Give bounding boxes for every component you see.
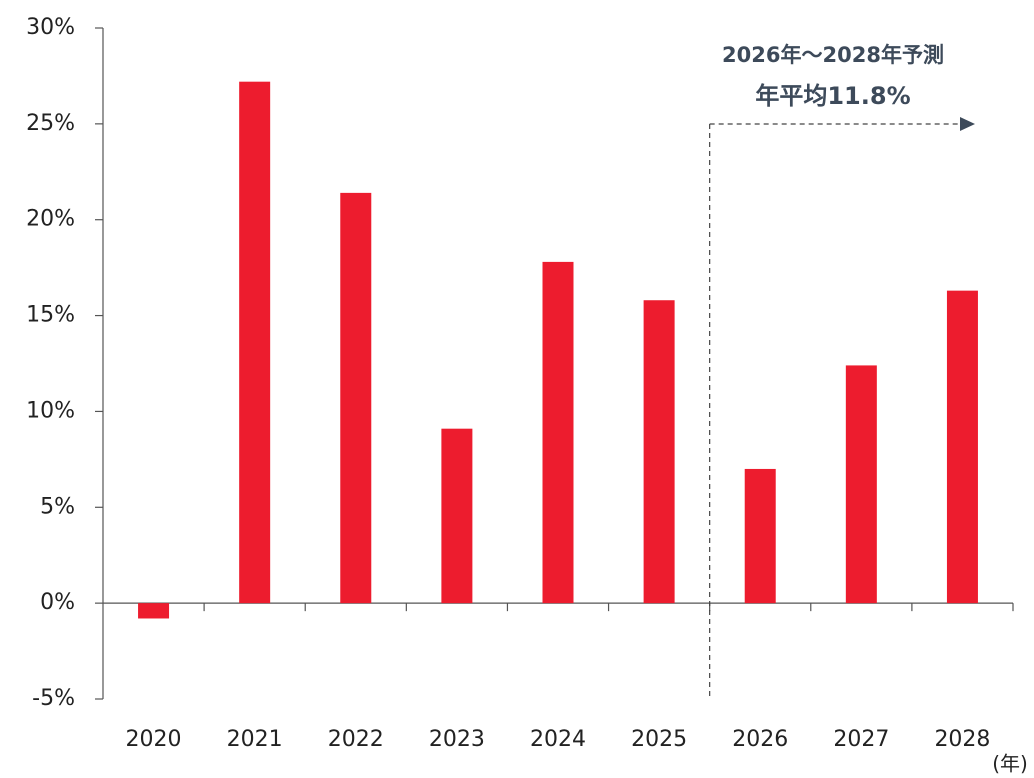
x-tick-label: 2020 bbox=[126, 727, 182, 752]
bar bbox=[744, 468, 776, 604]
x-tick-label: 2028 bbox=[934, 727, 990, 752]
y-tick-label: 20% bbox=[26, 207, 75, 232]
annotation: 2026年～2028年予測 bbox=[722, 43, 944, 67]
x-tick-label: 2021 bbox=[227, 727, 283, 752]
x-tick-label: 2023 bbox=[429, 727, 485, 752]
bar bbox=[542, 261, 574, 604]
x-tick-label: 2027 bbox=[833, 727, 889, 752]
x-tick-label: 2024 bbox=[530, 727, 586, 752]
y-tick-label: 10% bbox=[26, 398, 75, 423]
bar bbox=[643, 300, 675, 604]
y-tick-label: 5% bbox=[40, 494, 75, 519]
bar bbox=[441, 428, 473, 604]
y-tick-label: 25% bbox=[26, 111, 75, 136]
y-tick-label: 15% bbox=[26, 303, 75, 328]
arrow-head bbox=[960, 117, 975, 131]
x-tick-label: 2025 bbox=[631, 727, 687, 752]
x-tick-label: 2022 bbox=[328, 727, 384, 752]
x-tick-label: 2026 bbox=[732, 727, 788, 752]
annotation: 年平均11.8% bbox=[755, 82, 910, 110]
bar bbox=[239, 81, 271, 604]
x-axis-unit: (年) bbox=[992, 752, 1028, 776]
y-tick-label: 30% bbox=[26, 15, 75, 40]
y-tick-label: 0% bbox=[40, 590, 75, 615]
bar bbox=[340, 192, 372, 604]
bar bbox=[946, 290, 978, 604]
bar bbox=[138, 603, 170, 619]
bar bbox=[845, 365, 877, 604]
y-tick-label: -5% bbox=[32, 686, 75, 711]
